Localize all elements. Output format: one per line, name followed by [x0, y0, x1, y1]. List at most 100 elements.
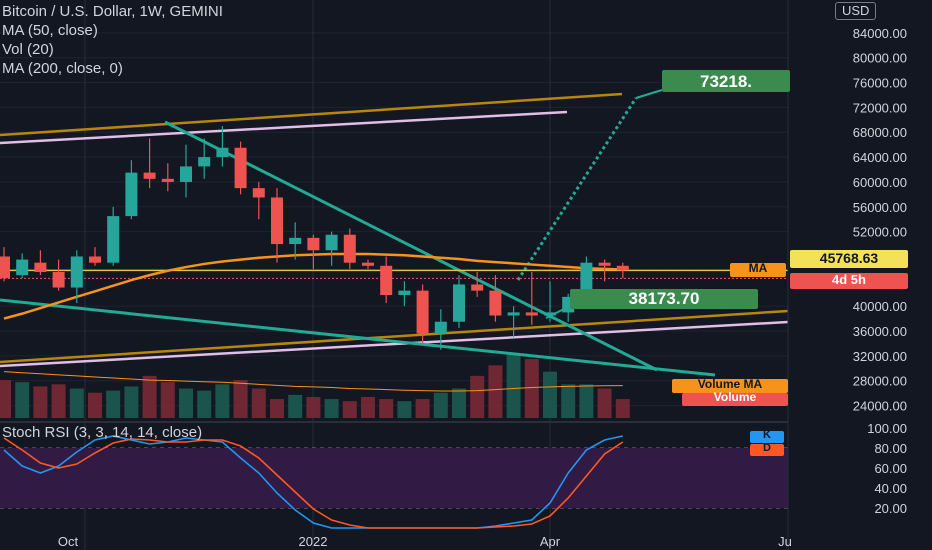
candle-body	[525, 312, 538, 316]
stoch-d-line	[3, 437, 624, 529]
ma-tag-bg	[730, 263, 786, 277]
stoch-rsi-title[interactable]: Stoch RSI (3, 3, 14, 14, close)	[2, 424, 203, 441]
volume-bar	[33, 386, 48, 418]
volume-bar	[379, 399, 394, 418]
candle-body	[544, 312, 556, 316]
candle-body	[598, 262, 611, 266]
price-tick-label: 56000.00	[853, 200, 907, 215]
support-trendline	[0, 298, 716, 377]
volume-bar	[470, 375, 485, 418]
candle-body	[453, 284, 465, 322]
descending-trendline	[164, 120, 658, 372]
candle-body	[362, 262, 374, 266]
k-tag: K	[763, 429, 771, 441]
rsi-tick-label: 80.00	[874, 441, 907, 456]
volume-bar	[397, 401, 412, 418]
time-tick-label: Ju	[778, 534, 792, 549]
volume-bar	[288, 394, 303, 418]
candle-body	[161, 178, 174, 182]
rsi-tick-label: 100.00	[867, 421, 907, 436]
volume-bar	[306, 396, 321, 418]
channel-pink-upper-line	[0, 110, 568, 145]
volume-bar	[433, 392, 448, 418]
last-price-label: 45768.63	[820, 250, 879, 266]
stoch-k-line	[3, 435, 623, 529]
candle-body	[234, 147, 247, 189]
countdown-label-bg	[790, 273, 908, 289]
legend-vol[interactable]: Vol (20)	[2, 41, 54, 58]
candle-body	[471, 284, 484, 291]
volume-bars	[0, 354, 630, 418]
candle-body	[107, 216, 120, 263]
volume-bar	[342, 401, 357, 418]
price-tags: 73218. 38173.70 MA 45768.63 4d 5h Volume MAVo…	[570, 70, 908, 456]
volume-bar	[324, 399, 339, 418]
price-tick-label: 28000.00	[853, 374, 907, 389]
candle-body	[52, 272, 65, 288]
candle-body	[89, 256, 101, 263]
stoch-rsi-band	[0, 448, 788, 508]
k-tag-bg	[750, 431, 784, 443]
price-tick-label: 72000.00	[853, 100, 907, 115]
volume-ma-tag: Volume MA	[698, 377, 763, 391]
time-tick-label: Oct	[58, 534, 79, 549]
price-tick-label: 80000.00	[853, 51, 907, 66]
volume-bar	[506, 354, 521, 418]
countdown-label: 4d 5h	[832, 272, 866, 287]
rsi-tick-label: 60.00	[874, 461, 907, 476]
volume-bar	[160, 382, 175, 418]
volume-bar	[15, 382, 30, 418]
candle-body	[398, 290, 411, 295]
volume-bar	[124, 386, 139, 418]
price-tick-label: 36000.00	[853, 324, 907, 339]
target-price-label: 73218.	[700, 72, 752, 91]
candle-body	[143, 172, 156, 179]
candle-body	[180, 166, 192, 182]
volume-bar	[197, 390, 212, 418]
volume-bar	[0, 380, 11, 418]
volume-tag-bg	[682, 393, 788, 406]
volume-bar	[561, 384, 576, 418]
volume-ma-tag-bg	[672, 379, 788, 393]
channel-lower-line	[0, 309, 789, 364]
legend-ma50[interactable]: MA (50, close)	[2, 22, 98, 39]
volume-bar	[251, 388, 266, 418]
time-tick-label: Apr	[540, 534, 561, 549]
rsi-tick-label: 40.00	[874, 481, 907, 496]
price-tick-label: 68000.00	[853, 125, 907, 140]
candle-body	[216, 147, 229, 158]
volume-bar	[215, 384, 230, 418]
price-tick-label: 60000.00	[853, 175, 907, 190]
grid-lines	[0, 0, 788, 550]
volume-ma-line	[3, 371, 623, 392]
candle-body	[343, 234, 356, 263]
trend-drawings[interactable]	[0, 89, 789, 377]
price-tick-label: 84000.00	[853, 26, 907, 41]
price-tick-label: 24000.00	[853, 399, 907, 414]
candle-body	[289, 237, 302, 245]
support-price-label-bg	[570, 289, 758, 309]
candle-body	[580, 262, 593, 297]
volume-bar	[579, 384, 594, 418]
candle-body	[0, 256, 10, 279]
projection-path	[516, 97, 638, 281]
volume-bar	[179, 388, 193, 418]
volume-bar	[233, 380, 248, 418]
legend-symbol[interactable]: Bitcoin / U.S. Dollar, 1W, GEMINI	[2, 3, 223, 20]
candle-body	[271, 197, 283, 245]
candle-body	[198, 157, 211, 167]
legend-ma200[interactable]: MA (200, close, 0)	[2, 60, 123, 77]
volume-bar	[69, 388, 84, 418]
price-tick-label: 40000.00	[853, 299, 907, 314]
rsi-tick-label: 20.00	[874, 501, 907, 516]
candle-body	[434, 321, 447, 334]
candle-body	[70, 256, 83, 288]
currency-badge[interactable]: USD	[835, 2, 877, 20]
candle-body	[489, 290, 502, 316]
candle-body	[616, 265, 629, 271]
candlesticks	[0, 126, 629, 350]
target-callout-line	[635, 89, 663, 99]
candle-body	[325, 234, 338, 251]
price-tick-label: 52000.00	[853, 225, 907, 240]
